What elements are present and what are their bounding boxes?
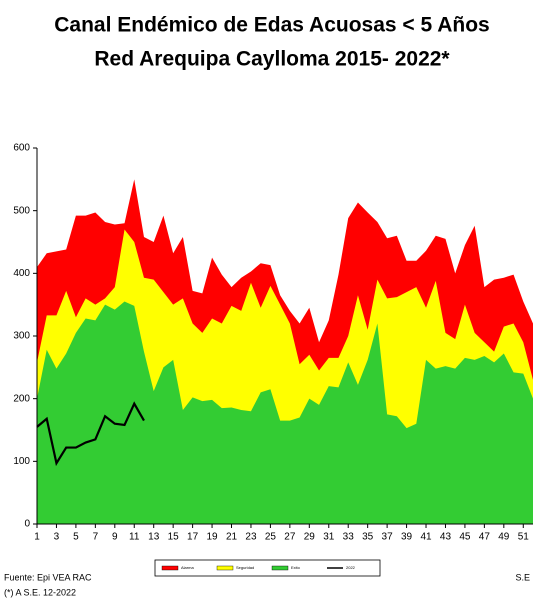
- legend-label: Exito: [291, 565, 301, 570]
- legend-label: Alarma: [181, 565, 194, 570]
- source: Fuente: Epi VEA RAC: [4, 572, 92, 582]
- x-tick-label: 37: [382, 532, 394, 543]
- y-tick-label: 100: [13, 456, 30, 467]
- y-tick-label: 400: [13, 268, 30, 279]
- y-tick-label: 500: [13, 205, 30, 216]
- x-tick-label: 47: [479, 532, 491, 543]
- x-tick-label: 39: [401, 532, 413, 543]
- area: [37, 301, 533, 524]
- y-tick-label: 200: [13, 393, 30, 404]
- legend-label: Seguridad: [236, 565, 254, 570]
- x-tick-label: 9: [112, 532, 118, 543]
- x-tick-label: 41: [420, 532, 432, 543]
- x-tick-label: 1: [34, 532, 40, 543]
- x-tick-label: 29: [304, 532, 316, 543]
- x-tick-label: 31: [323, 532, 335, 543]
- x-tick-label: 11: [129, 532, 140, 543]
- legend-swatch: [161, 565, 179, 571]
- x-tick-label: 17: [187, 532, 199, 543]
- legend-label: 2022: [346, 565, 356, 570]
- x-tick-label: 3: [54, 532, 60, 543]
- x-tick-label: 25: [265, 532, 277, 543]
- x-tick-label: 5: [73, 532, 79, 543]
- y-tick-label: 300: [13, 331, 30, 342]
- x-tick-label: 35: [362, 532, 374, 543]
- x-tick-label: 23: [245, 532, 257, 543]
- x-tick-label: 7: [93, 532, 99, 543]
- x-axis-label: S.E: [515, 572, 530, 582]
- legend-box: [154, 559, 381, 577]
- x-tick-label: 49: [498, 532, 510, 543]
- x-tick-label: 43: [440, 532, 452, 543]
- x-tick-label: 51: [518, 532, 530, 543]
- x-tick-label: 45: [459, 532, 471, 543]
- note: (*) A S.E. 12-2022: [4, 587, 76, 597]
- legend-swatch: [216, 565, 234, 571]
- legend-swatch: [271, 565, 289, 571]
- x-tick-label: 27: [284, 532, 296, 543]
- x-tick-label: 33: [343, 532, 355, 543]
- chart-title: Canal Endémico de Edas Acuosas < 5 Años: [54, 14, 490, 37]
- x-tick-label: 19: [206, 532, 218, 543]
- y-tick-label: 0: [24, 519, 30, 530]
- line: [36, 401, 145, 467]
- chart-subtitle: Red Arequipa Caylloma 2015- 2022*: [94, 48, 450, 71]
- y-tick-label: 600: [13, 143, 30, 154]
- x-tick-label: 15: [168, 532, 180, 543]
- x-tick-label: 21: [226, 532, 238, 543]
- x-tick-label: 13: [148, 532, 160, 543]
